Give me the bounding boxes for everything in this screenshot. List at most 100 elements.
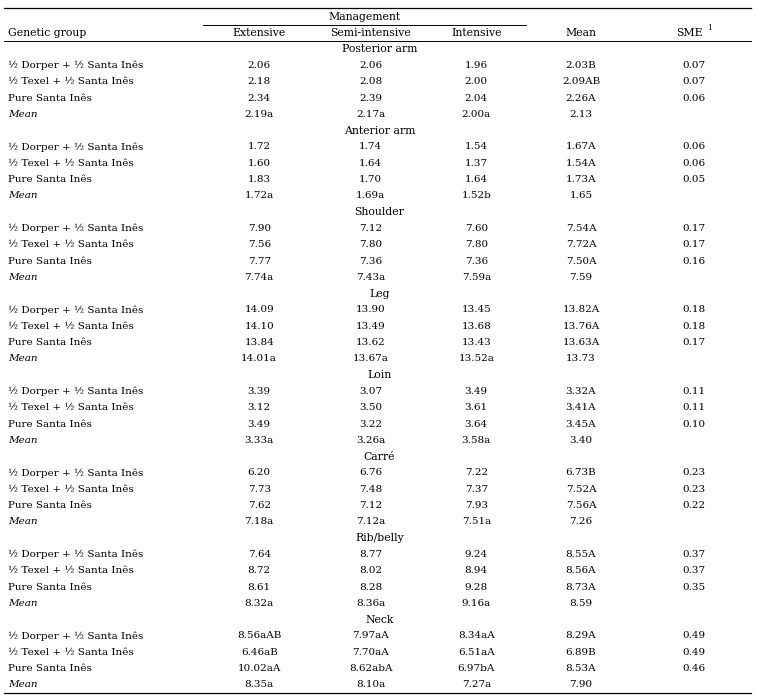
Text: 13.52a: 13.52a	[458, 354, 494, 363]
Text: 7.12: 7.12	[359, 224, 383, 233]
Text: 2.08: 2.08	[359, 77, 383, 86]
Text: 6.73B: 6.73B	[565, 468, 597, 477]
Text: 1.52b: 1.52b	[461, 191, 491, 200]
Text: 0.17: 0.17	[682, 338, 705, 347]
Text: 7.59a: 7.59a	[461, 273, 491, 282]
Text: Mean: Mean	[8, 598, 38, 608]
Text: 7.80: 7.80	[465, 240, 488, 249]
Text: 8.28: 8.28	[359, 582, 383, 592]
Text: 2.17a: 2.17a	[356, 110, 386, 119]
Text: 1.83: 1.83	[247, 175, 271, 184]
Text: 9.24: 9.24	[465, 550, 488, 559]
Text: 3.40: 3.40	[569, 436, 593, 445]
Text: 9.28: 9.28	[465, 582, 488, 592]
Text: 7.36: 7.36	[359, 257, 383, 265]
Text: ½ Texel + ½ Santa Inês: ½ Texel + ½ Santa Inês	[8, 240, 134, 249]
Text: 3.41A: 3.41A	[565, 403, 597, 412]
Text: 7.18a: 7.18a	[244, 517, 274, 526]
Text: 8.59: 8.59	[569, 598, 593, 608]
Text: 1.73A: 1.73A	[565, 175, 597, 184]
Text: ½ Dorper + ½ Santa Inês: ½ Dorper + ½ Santa Inês	[8, 224, 143, 233]
Text: Pure Santa Inês: Pure Santa Inês	[8, 664, 93, 673]
Text: 7.64: 7.64	[247, 550, 271, 559]
Text: ½ Texel + ½ Santa Inês: ½ Texel + ½ Santa Inês	[8, 322, 134, 331]
Text: 0.23: 0.23	[682, 485, 705, 494]
Text: 8.94: 8.94	[465, 566, 488, 575]
Text: 8.36a: 8.36a	[356, 598, 386, 608]
Text: Anterior arm: Anterior arm	[344, 126, 415, 136]
Text: 7.72A: 7.72A	[565, 240, 597, 249]
Text: 8.02: 8.02	[359, 566, 383, 575]
Text: 8.29A: 8.29A	[565, 631, 597, 640]
Text: Pure Santa Inês: Pure Santa Inês	[8, 501, 93, 510]
Text: Mean: Mean	[8, 191, 38, 200]
Text: 6.76: 6.76	[359, 468, 383, 477]
Text: 13.63A: 13.63A	[562, 338, 600, 347]
Text: 13.62: 13.62	[356, 338, 386, 347]
Text: 3.07: 3.07	[359, 387, 383, 396]
Text: 1.64: 1.64	[359, 159, 383, 168]
Text: Mean: Mean	[8, 436, 38, 445]
Text: 7.97aA: 7.97aA	[352, 631, 389, 640]
Text: ½ Texel + ½ Santa Inês: ½ Texel + ½ Santa Inês	[8, 159, 134, 168]
Text: 2.06: 2.06	[359, 61, 383, 70]
Text: 7.59: 7.59	[569, 273, 593, 282]
Text: 13.45: 13.45	[461, 305, 491, 314]
Text: 1.65: 1.65	[569, 191, 593, 200]
Text: 2.00a: 2.00a	[461, 110, 491, 119]
Text: 8.62abA: 8.62abA	[349, 664, 392, 673]
Text: 0.06: 0.06	[682, 143, 705, 151]
Text: 13.73: 13.73	[566, 354, 596, 363]
Text: Rib/belly: Rib/belly	[355, 533, 404, 543]
Text: Extensive: Extensive	[232, 28, 286, 38]
Text: 0.06: 0.06	[682, 94, 705, 103]
Text: ½ Dorper + ½ Santa Inês: ½ Dorper + ½ Santa Inês	[8, 468, 143, 477]
Text: 1.70: 1.70	[359, 175, 383, 184]
Text: Pure Santa Inês: Pure Santa Inês	[8, 257, 93, 265]
Text: Pure Santa Inês: Pure Santa Inês	[8, 94, 93, 103]
Text: 7.80: 7.80	[359, 240, 383, 249]
Text: 6.51aA: 6.51aA	[458, 648, 495, 657]
Text: 7.73: 7.73	[247, 485, 271, 494]
Text: 13.43: 13.43	[461, 338, 491, 347]
Text: 7.60: 7.60	[465, 224, 488, 233]
Text: Mean: Mean	[565, 28, 597, 38]
Text: 7.36: 7.36	[465, 257, 488, 265]
Text: 0.37: 0.37	[682, 550, 705, 559]
Text: 6.89B: 6.89B	[565, 648, 597, 657]
Text: 0.22: 0.22	[682, 501, 705, 510]
Text: 0.11: 0.11	[682, 387, 705, 396]
Text: Mean: Mean	[8, 273, 38, 282]
Text: 0.37: 0.37	[682, 566, 705, 575]
Text: 0.10: 0.10	[682, 419, 705, 428]
Text: 8.32a: 8.32a	[244, 598, 274, 608]
Text: 0.23: 0.23	[682, 468, 705, 477]
Text: 3.32A: 3.32A	[565, 387, 597, 396]
Text: Semi-intensive: Semi-intensive	[330, 28, 411, 38]
Text: 3.39: 3.39	[247, 387, 271, 396]
Text: 2.26A: 2.26A	[565, 94, 597, 103]
Text: ½ Dorper + ½ Santa Inês: ½ Dorper + ½ Santa Inês	[8, 305, 143, 315]
Text: 14.09: 14.09	[244, 305, 274, 314]
Text: 8.34aA: 8.34aA	[458, 631, 495, 640]
Text: Mean: Mean	[8, 517, 38, 526]
Text: Loin: Loin	[367, 370, 392, 380]
Text: 7.26: 7.26	[569, 517, 593, 526]
Text: 2.39: 2.39	[359, 94, 383, 103]
Text: 7.62: 7.62	[247, 501, 271, 510]
Text: 1.54: 1.54	[465, 143, 488, 151]
Text: 2.04: 2.04	[465, 94, 488, 103]
Text: 1.64: 1.64	[465, 175, 488, 184]
Text: 0.16: 0.16	[682, 257, 705, 265]
Text: 2.00: 2.00	[465, 77, 488, 86]
Text: 1: 1	[707, 25, 712, 32]
Text: 1.37: 1.37	[465, 159, 488, 168]
Text: Intensive: Intensive	[451, 28, 502, 38]
Text: 7.70aA: 7.70aA	[352, 648, 389, 657]
Text: Pure Santa Inês: Pure Santa Inês	[8, 338, 93, 347]
Text: ½ Texel + ½ Santa Inês: ½ Texel + ½ Santa Inês	[8, 648, 134, 657]
Text: 6.97bA: 6.97bA	[458, 664, 495, 673]
Text: Pure Santa Inês: Pure Santa Inês	[8, 175, 93, 184]
Text: 7.48: 7.48	[359, 485, 383, 494]
Text: 7.50A: 7.50A	[565, 257, 597, 265]
